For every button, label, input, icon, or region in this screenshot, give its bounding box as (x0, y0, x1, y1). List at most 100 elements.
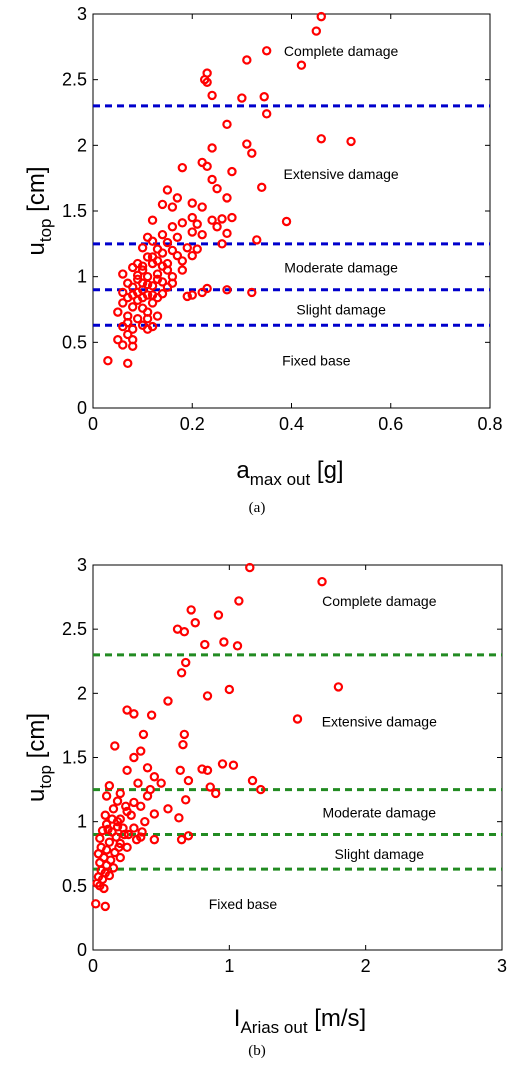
data-point (140, 816, 150, 827)
data-point (137, 261, 148, 271)
x-tick-label: 3 (497, 956, 507, 976)
data-point (137, 243, 148, 253)
data-point (118, 823, 128, 833)
data-point (222, 285, 232, 295)
y-tick-label: 3 (77, 4, 87, 24)
data-point (222, 228, 232, 239)
data-point (197, 229, 207, 240)
x-tick-label: 0.4 (279, 414, 304, 434)
data-point (207, 143, 217, 153)
data-point (172, 232, 183, 242)
data-point (217, 239, 227, 249)
data-point (255, 784, 266, 795)
data-point (346, 136, 356, 147)
data-point (137, 827, 147, 837)
data-point (108, 863, 119, 873)
data-point (174, 813, 184, 823)
data-point (138, 729, 149, 740)
data-point (177, 218, 188, 228)
data-point (112, 796, 123, 806)
region-label: Moderate damage (284, 259, 398, 275)
data-point (147, 215, 158, 225)
data-point (123, 329, 133, 340)
data-point (121, 801, 131, 811)
data-point (252, 235, 262, 245)
data-point (247, 148, 257, 158)
region-label: Slight damage (296, 302, 386, 318)
region-label: Extensive damage (322, 714, 437, 730)
data-point (247, 287, 257, 298)
data-point (146, 710, 157, 720)
data-point (101, 845, 112, 855)
data-point (181, 657, 191, 668)
data-point (202, 77, 212, 87)
panel-caption: (b) (248, 1043, 266, 1059)
region-label: Slight damage (335, 846, 425, 862)
data-point (202, 765, 213, 776)
data-point (103, 824, 113, 835)
data-point (192, 244, 202, 254)
x-tick-label: 0 (88, 956, 98, 976)
data-point (242, 55, 252, 65)
data-point (126, 810, 136, 820)
data-point (212, 222, 222, 232)
data-point (97, 825, 108, 836)
data-point (104, 837, 115, 847)
x-axis-label: IArias out [m/s] (234, 1005, 366, 1037)
data-point (129, 823, 139, 833)
data-point (129, 752, 139, 763)
data-point (137, 265, 148, 275)
data-point (157, 261, 168, 271)
data-point (317, 576, 327, 587)
data-point (183, 775, 194, 786)
data-point (175, 765, 185, 776)
data-point (242, 139, 252, 149)
data-point (207, 174, 217, 185)
chart-b-svg: 0 1 2 3 0 0.5 1 1.5 2 2.5 3 Complete damage Extensiv… (23, 555, 507, 1059)
data-point (137, 292, 148, 303)
plot-frame (92, 564, 503, 951)
data-point (182, 291, 192, 302)
data-point (142, 271, 153, 282)
region-label: Complete damage (322, 593, 437, 609)
data-point (162, 185, 173, 195)
data-point (136, 801, 146, 811)
region-label: Extensive damage (284, 166, 399, 182)
data-point (176, 668, 187, 678)
data-point (118, 298, 128, 308)
x-tick-label: 0.6 (378, 414, 403, 434)
data-point (123, 829, 134, 840)
data-point (99, 883, 109, 894)
data-point (227, 212, 237, 223)
data-point (156, 778, 166, 788)
data-point (100, 810, 110, 820)
data-point (259, 92, 269, 102)
data-point (182, 243, 192, 253)
x-tick-label: 2 (361, 956, 371, 976)
data-point (163, 696, 173, 706)
data-point (115, 788, 125, 799)
data-point (213, 610, 224, 620)
data-point (142, 313, 153, 324)
data-point (219, 637, 229, 647)
data-point (167, 278, 178, 288)
data-point (118, 269, 128, 279)
data-point (177, 162, 188, 173)
figure-a: 0 0.2 0.4 0.6 0.8 0 0.5 1 1.5 2 2.5 3 Complete damag… (23, 4, 503, 516)
x-tick-label: 0.2 (180, 414, 205, 434)
data-point (118, 321, 128, 332)
data-point (281, 216, 292, 227)
data-point (179, 627, 190, 637)
data-point (167, 245, 178, 256)
data-point (131, 834, 142, 845)
data-point (167, 222, 178, 232)
y-axis-label: utop [cm] (23, 713, 55, 802)
data-point (147, 298, 158, 308)
data-point (311, 26, 322, 36)
data-point (108, 804, 119, 814)
data-point (152, 256, 163, 266)
data-point (202, 161, 212, 172)
data-point (217, 214, 227, 224)
data-point (127, 262, 138, 273)
data-point (234, 596, 244, 606)
